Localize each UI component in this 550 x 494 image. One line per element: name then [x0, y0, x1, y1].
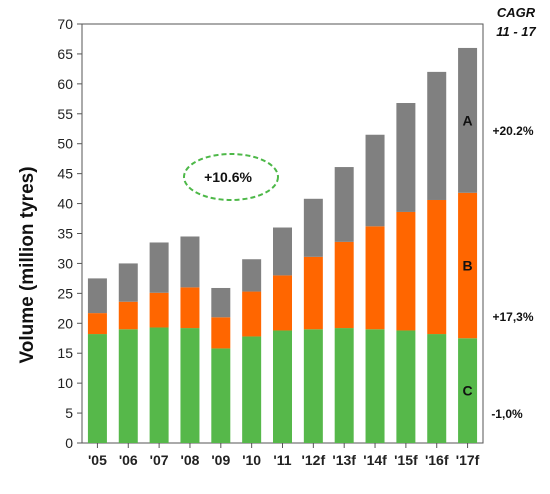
x-tick-label: '10 — [242, 452, 261, 468]
cagr-title-line2: 11 - 17 — [496, 24, 536, 39]
bar-segment-c — [273, 330, 292, 443]
bar-segment-a — [458, 47, 478, 193]
bar-segment-b — [303, 256, 323, 330]
bar-segment-c — [211, 348, 231, 443]
y-tick-label: 50 — [57, 136, 73, 152]
cagr-value-a: +20.2% — [492, 124, 533, 138]
bar-segment-c — [334, 328, 354, 443]
x-tick-label: '09 — [211, 452, 230, 468]
x-tick-label: '05 — [88, 452, 107, 468]
y-tick-label: 55 — [57, 106, 73, 122]
bar-segment-c — [458, 338, 478, 443]
x-tick-label: '12f — [302, 452, 326, 468]
x-tick-label: '08 — [181, 452, 200, 468]
bar-segment-b — [365, 226, 385, 330]
bar-segment-c — [87, 334, 107, 443]
y-tick-label: 0 — [65, 435, 73, 451]
bar-segment-a — [118, 263, 138, 302]
y-tick-label: 30 — [57, 255, 73, 271]
bar-segment-a — [365, 134, 385, 227]
bar-segment-c — [365, 329, 385, 443]
y-tick-label: 70 — [57, 16, 73, 32]
x-tick-label: '07 — [150, 452, 169, 468]
x-tick-label: '06 — [119, 452, 138, 468]
bar-segment-a — [149, 242, 169, 293]
bar-segment-c — [149, 327, 169, 443]
axes: 0 5 10 15 20 25 30 35 40 45 50 55 60 65 70 '05 '06 '07 '08… — [57, 16, 484, 468]
x-tick-label: '11 — [273, 452, 291, 468]
y-tick-label: 65 — [57, 46, 73, 62]
x-tick-label: '16f — [425, 452, 449, 468]
bars — [87, 47, 478, 443]
y-tick-label: 15 — [57, 345, 73, 361]
bar-segment-c — [242, 336, 262, 443]
bar-segment-a — [87, 278, 107, 314]
bar-segment-c — [427, 334, 447, 443]
bar-segment-c — [180, 328, 200, 443]
bar-segment-b — [149, 292, 169, 328]
cagr-title-line1: CAGR — [497, 5, 536, 20]
callout-text: +10.6% — [204, 169, 252, 185]
y-tick-label: 25 — [57, 285, 73, 301]
bar-segment-a — [273, 227, 292, 276]
bar-segment-a — [242, 259, 262, 292]
cagr-value-b: +17,3% — [492, 310, 533, 324]
bar-segment-a — [303, 198, 323, 257]
bar-segment-b — [180, 287, 200, 329]
y-tick-label: 60 — [57, 76, 73, 92]
bar-segment-a — [396, 103, 416, 212]
bar-segment-a — [180, 236, 200, 288]
y-axis-label: Volume (million tyres) — [17, 166, 38, 363]
bar-segment-a — [427, 71, 447, 200]
cagr-value-c: -1,0% — [491, 407, 523, 421]
bar-segment-b — [273, 275, 292, 331]
x-tick-label: '14f — [363, 452, 387, 468]
y-tick-label: 35 — [57, 226, 73, 242]
segment-label-b: B — [463, 258, 473, 274]
segment-label-c: C — [463, 383, 473, 399]
bar-segment-b — [458, 192, 478, 339]
bar-segment-c — [303, 329, 323, 443]
bar-segment-b — [242, 291, 262, 337]
bar-segment-b — [334, 241, 354, 329]
y-tick-label: 40 — [57, 196, 73, 212]
bar-segment-c — [396, 330, 416, 443]
y-tick-label: 45 — [57, 166, 73, 182]
callout-ellipse — [183, 153, 279, 201]
bar-segment-b — [118, 301, 138, 330]
bar-segment-b — [396, 211, 416, 331]
y-tick-label: 5 — [65, 405, 73, 421]
bar-segment-b — [427, 199, 447, 335]
bar-segment-b — [87, 313, 107, 335]
labels: C B A — [463, 112, 473, 398]
bar-segment-c — [118, 329, 138, 443]
y-tick-label: 20 — [57, 315, 73, 331]
y-tick-label: 10 — [57, 375, 73, 391]
x-tick-label: '15f — [394, 452, 418, 468]
segment-label-a: A — [463, 112, 473, 128]
bar-segment-a — [211, 287, 231, 318]
x-tick-label: '13f — [332, 452, 356, 468]
x-tick-label: '17f — [456, 452, 480, 468]
bar-segment-a — [334, 167, 354, 242]
bar-segment-b — [211, 317, 231, 349]
